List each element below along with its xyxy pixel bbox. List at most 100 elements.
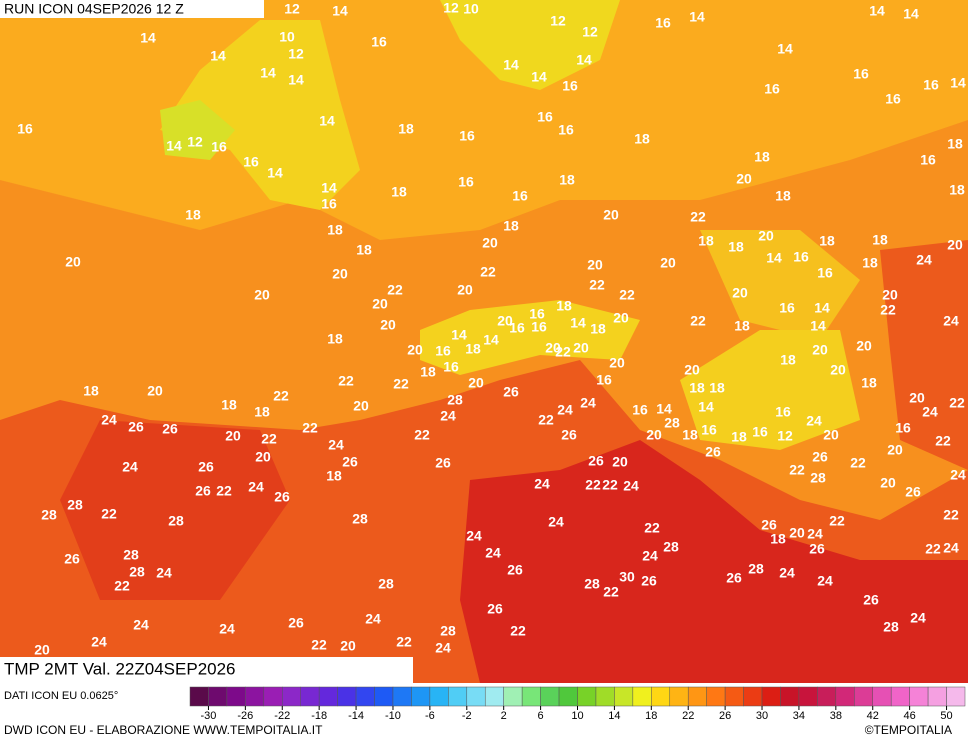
- temperature-label: 26: [288, 615, 304, 631]
- temperature-label: 24: [950, 467, 966, 483]
- temperature-label: 16: [632, 402, 648, 418]
- colorbar-swatch: [687, 686, 707, 707]
- region-iberia: [60, 420, 290, 600]
- temperature-label: 20: [225, 428, 241, 444]
- temperature-label: 24: [623, 478, 639, 494]
- temperature-label: 24: [365, 611, 381, 627]
- temperature-label: 16: [512, 188, 528, 204]
- temperature-label: 20: [34, 642, 50, 658]
- temperature-label: 22: [216, 483, 232, 499]
- colorbar-swatch: [282, 686, 301, 707]
- temperature-label: 18: [356, 242, 372, 258]
- temperature-label: 22: [538, 412, 554, 428]
- colorbar-tick-label: -22: [274, 710, 290, 722]
- temperature-label: 20: [587, 257, 603, 273]
- temperature-label: 16: [817, 265, 833, 281]
- temperature-label: 20: [660, 255, 676, 271]
- temperature-label: 20: [372, 296, 388, 312]
- temperature-label: 16: [435, 343, 451, 359]
- temperature-label: 10: [463, 1, 479, 17]
- temperature-label: 20: [609, 355, 625, 371]
- temperature-label: 18: [221, 397, 237, 413]
- colorbar-swatch: [374, 686, 394, 707]
- temperature-label: 18: [728, 239, 744, 255]
- colorbar-swatch: [318, 686, 338, 707]
- temperature-label: 28: [378, 576, 394, 592]
- colorbar-swatch: [337, 686, 357, 707]
- temperature-label: 22: [393, 376, 409, 392]
- temperature-label: 24: [557, 402, 573, 418]
- temperature-label: 24: [779, 565, 795, 581]
- temperature-label: 20: [612, 454, 628, 470]
- temperature-label: 24: [156, 565, 172, 581]
- temperature-label: 20: [457, 282, 473, 298]
- temperature-label: 20: [880, 475, 896, 491]
- temperature-label: 18: [327, 222, 343, 238]
- temperature-label: 20: [65, 254, 81, 270]
- colorbar-tick-label: -2: [462, 710, 472, 722]
- temperature-label: 20: [947, 237, 963, 253]
- temperature-label: 22: [338, 373, 354, 389]
- temperature-label: 24: [328, 437, 344, 453]
- colorbar-tick-label: -30: [200, 710, 216, 722]
- temperature-label: 14: [319, 113, 335, 129]
- temperature-label: 24: [435, 640, 451, 656]
- temperature-label: 28: [123, 547, 139, 563]
- temperature-label: 20: [407, 342, 423, 358]
- temperature-label: 18: [947, 136, 963, 152]
- temperature-label: 16: [923, 77, 939, 93]
- temperature-label: 14: [503, 57, 519, 73]
- temperature-label: 28: [352, 511, 368, 527]
- temperature-label: 12: [443, 0, 459, 16]
- temperature-label: 16: [885, 91, 901, 107]
- temperature-label: 16: [596, 372, 612, 388]
- temperature-label: 24: [916, 252, 932, 268]
- colorbar-swatch: [521, 686, 541, 707]
- temperature-label: 26: [588, 453, 604, 469]
- temperature-label: 18: [770, 531, 786, 547]
- temperature-label: 14: [869, 3, 885, 19]
- colorbar-swatch: [577, 686, 597, 707]
- temperature-label: 12: [582, 24, 598, 40]
- temperature-label: 22: [101, 506, 117, 522]
- temperature-label: 26: [342, 454, 358, 470]
- variable-box: [0, 657, 413, 683]
- temperature-label: 20: [789, 525, 805, 541]
- temperature-label: 26: [761, 517, 777, 533]
- temperature-label: 22: [603, 584, 619, 600]
- temperature-label: 26: [274, 489, 290, 505]
- temperature-label: 20: [468, 375, 484, 391]
- temperature-label: 18: [754, 149, 770, 165]
- temperature-label: 14: [483, 332, 499, 348]
- colorbar-swatch: [189, 686, 209, 707]
- temperature-label: 22: [311, 637, 327, 653]
- temperature-label: 18: [861, 375, 877, 391]
- temperature-label: 28: [748, 561, 764, 577]
- temperature-label: 22: [273, 388, 289, 404]
- temperature-label: 18: [326, 468, 342, 484]
- temperature-label: 16: [895, 420, 911, 436]
- temperature-label: 14: [451, 327, 467, 343]
- temperature-label: 24: [817, 573, 833, 589]
- temperature-label: 16: [243, 154, 259, 170]
- temperature-label: 26: [507, 562, 523, 578]
- region-alps: [420, 300, 640, 375]
- temperature-label: 22: [396, 634, 412, 650]
- colorbar-swatch: [890, 686, 910, 707]
- temperature-label: 20: [856, 338, 872, 354]
- temperature-label: 16: [701, 422, 717, 438]
- temperature-label: 22: [880, 302, 896, 318]
- temperature-label: 16: [655, 15, 671, 31]
- temperature-label: 14: [210, 48, 226, 64]
- temperature-label: 14: [766, 250, 782, 266]
- temperature-label: 26: [561, 427, 577, 443]
- temperature-label: 18: [819, 233, 835, 249]
- temperature-label: 22: [302, 420, 318, 436]
- temperature-label: 16: [853, 66, 869, 82]
- colorbar-tick-label: 10: [571, 710, 583, 722]
- region-sea-warm: [460, 440, 968, 683]
- temperature-label: 18: [634, 131, 650, 147]
